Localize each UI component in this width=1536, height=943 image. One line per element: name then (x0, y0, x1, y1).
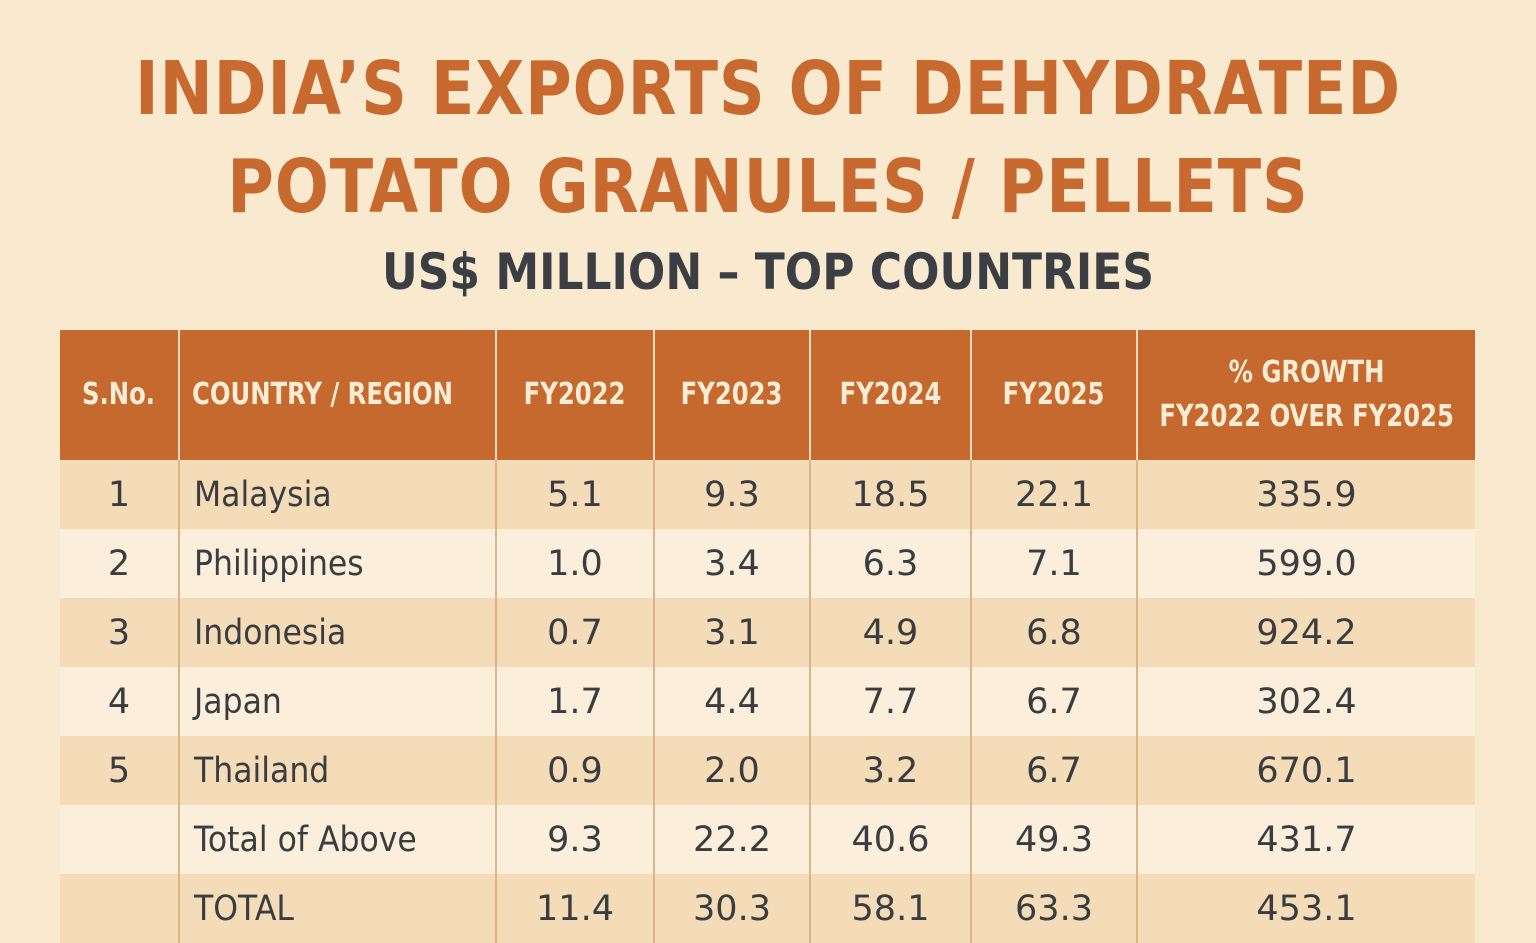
cell-growth: 335.9 (1137, 460, 1475, 529)
header-growth-line-2: FY2022 OVER FY2025 (1159, 399, 1454, 434)
cell-fy2023: 3.1 (654, 598, 811, 667)
table-row-subtotal: Total of Above 9.3 22.2 40.6 49.3 431.7 (60, 805, 1475, 874)
cell-fy2022: 11.4 (496, 874, 655, 943)
cell-country: Philippines (179, 529, 497, 598)
cell-country: Total of Above (179, 805, 497, 874)
header-fy2024: FY2024 (810, 330, 972, 460)
header-fy2022: FY2022 (496, 330, 655, 460)
cell-sno (60, 805, 180, 874)
cell-country: TOTAL (179, 874, 497, 943)
page-title-line-2: POTATO GRANULES / PELLETS (227, 144, 1309, 230)
header-growth-line-1: % GROWTH (1228, 355, 1385, 390)
header-fy2025: FY2025 (971, 330, 1138, 460)
table-row: 4 Japan 1.7 4.4 7.7 6.7 302.4 (60, 667, 1475, 736)
cell-fy2024: 18.5 (810, 460, 972, 529)
cell-fy2024: 6.3 (810, 529, 972, 598)
cell-country: Thailand (179, 736, 497, 805)
cell-fy2024: 58.1 (810, 874, 972, 943)
table-row: 2 Philippines 1.0 3.4 6.3 7.1 599.0 (60, 529, 1475, 598)
cell-fy2024: 3.2 (810, 736, 972, 805)
cell-fy2025: 22.1 (971, 460, 1138, 529)
cell-fy2025: 6.7 (971, 736, 1138, 805)
page-title-line-1: INDIA’S EXPORTS OF DEHYDRATED (134, 46, 1402, 132)
cell-country: Malaysia (179, 460, 497, 529)
cell-sno: 1 (60, 460, 180, 529)
cell-growth: 599.0 (1137, 529, 1475, 598)
cell-fy2022: 0.7 (496, 598, 655, 667)
table-row: 5 Thailand 0.9 2.0 3.2 6.7 670.1 (60, 736, 1475, 805)
cell-sno: 3 (60, 598, 180, 667)
cell-fy2022: 5.1 (496, 460, 655, 529)
cell-sno: 2 (60, 529, 180, 598)
header-sno: S.No. (60, 330, 180, 460)
cell-growth: 924.2 (1137, 598, 1475, 667)
cell-fy2025: 7.1 (971, 529, 1138, 598)
cell-fy2025: 63.3 (971, 874, 1138, 943)
cell-fy2024: 40.6 (810, 805, 972, 874)
cell-fy2025: 6.7 (971, 667, 1138, 736)
cell-fy2022: 1.0 (496, 529, 655, 598)
cell-fy2024: 7.7 (810, 667, 972, 736)
cell-fy2023: 22.2 (654, 805, 811, 874)
cell-fy2024: 4.9 (810, 598, 972, 667)
table-row: 1 Malaysia 5.1 9.3 18.5 22.1 335.9 (60, 460, 1475, 529)
cell-fy2023: 9.3 (654, 460, 811, 529)
header-country: COUNTRY / REGION (179, 330, 497, 460)
cell-sno: 5 (60, 736, 180, 805)
cell-growth: 670.1 (1137, 736, 1475, 805)
cell-sno: 4 (60, 667, 180, 736)
cell-growth: 453.1 (1137, 874, 1475, 943)
cell-country: Japan (179, 667, 497, 736)
table-row: 3 Indonesia 0.7 3.1 4.9 6.8 924.2 (60, 598, 1475, 667)
cell-sno (60, 874, 180, 943)
header-fy2023: FY2023 (654, 330, 811, 460)
cell-fy2023: 30.3 (654, 874, 811, 943)
cell-country: Indonesia (179, 598, 497, 667)
cell-fy2025: 49.3 (971, 805, 1138, 874)
cell-fy2022: 0.9 (496, 736, 655, 805)
page-subtitle: US$ MILLION – TOP COUNTRIES (381, 243, 1155, 301)
table-row-total: TOTAL 11.4 30.3 58.1 63.3 453.1 (60, 874, 1475, 943)
cell-fy2022: 1.7 (496, 667, 655, 736)
header-growth: % GROWTH FY2022 OVER FY2025 (1137, 330, 1475, 460)
cell-growth: 431.7 (1137, 805, 1475, 874)
exports-table: S.No. COUNTRY / REGION FY2022 FY2023 FY2… (60, 330, 1475, 943)
cell-fy2025: 6.8 (971, 598, 1138, 667)
cell-fy2023: 4.4 (654, 667, 811, 736)
table-header-row: S.No. COUNTRY / REGION FY2022 FY2023 FY2… (60, 330, 1475, 460)
cell-fy2023: 2.0 (654, 736, 811, 805)
cell-growth: 302.4 (1137, 667, 1475, 736)
cell-fy2023: 3.4 (654, 529, 811, 598)
cell-fy2022: 9.3 (496, 805, 655, 874)
